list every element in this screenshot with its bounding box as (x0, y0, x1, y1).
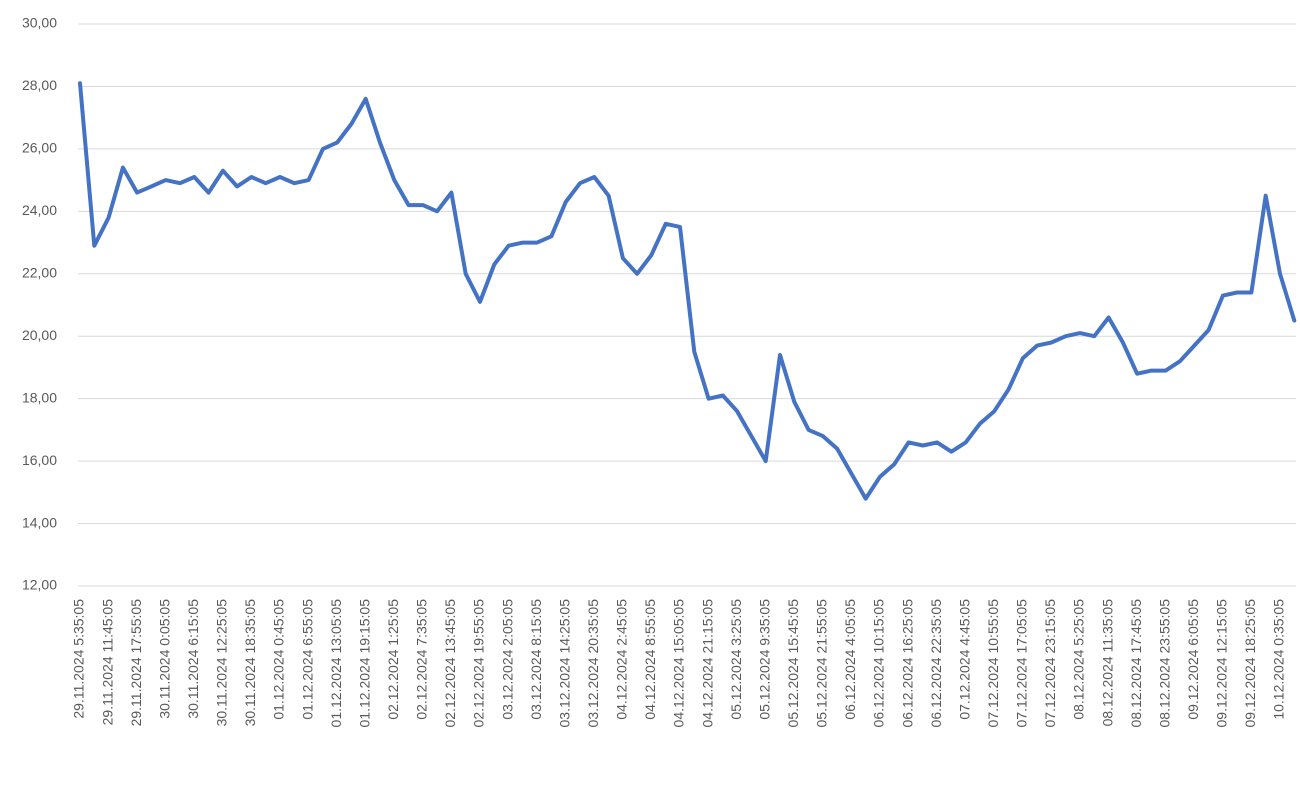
x-tick-label: 02.12.2024 7:35:05 (414, 599, 430, 720)
x-tick-label: 05.12.2024 15:45:05 (785, 599, 801, 728)
y-tick-label: 14,00 (22, 514, 57, 530)
x-tick-label: 07.12.2024 23:15:05 (1042, 599, 1058, 728)
x-tick-label: 01.12.2024 19:15:05 (356, 599, 372, 728)
x-tick-label: 29.11.2024 11:45:05 (99, 599, 115, 726)
x-tick-label: 03.12.2024 2:05:05 (499, 599, 515, 720)
x-tick-label: 06.12.2024 22:35:05 (928, 599, 944, 728)
x-tick-label: 03.12.2024 14:25:05 (556, 599, 572, 728)
x-tick-label: 29.11.2024 5:35:05 (71, 599, 87, 719)
x-tick-label: 09.12.2024 6:05:05 (1185, 599, 1201, 720)
x-tick-label: 09.12.2024 18:25:05 (1242, 599, 1258, 728)
x-tick-label: 03.12.2024 8:15:05 (528, 599, 544, 720)
y-tick-label: 26,00 (22, 140, 57, 156)
x-tick-label: 08.12.2024 23:55:05 (1156, 599, 1172, 728)
y-tick-label: 20,00 (22, 327, 57, 343)
x-tick-label: 02.12.2024 1:25:05 (385, 599, 401, 720)
x-tick-label: 05.12.2024 9:35:05 (756, 599, 772, 720)
y-tick-label: 22,00 (22, 264, 57, 280)
x-tick-label: 09.12.2024 12:15:05 (1214, 599, 1230, 728)
x-tick-label: 08.12.2024 11:35:05 (1099, 599, 1115, 727)
x-tick-label: 08.12.2024 5:25:05 (1071, 599, 1087, 720)
x-tick-label: 05.12.2024 3:25:05 (728, 599, 744, 720)
x-tick-label: 30.11.2024 6:15:05 (185, 599, 201, 719)
x-tick-label: 06.12.2024 4:05:05 (842, 599, 858, 720)
y-tick-label: 18,00 (22, 389, 57, 405)
x-tick-label: 29.11.2024 17:55:05 (128, 599, 144, 727)
x-tick-label: 30.11.2024 18:35:05 (242, 599, 258, 727)
x-tick-label: 08.12.2024 17:45:05 (1128, 599, 1144, 728)
x-tick-label: 07.12.2024 4:45:05 (956, 599, 972, 720)
x-tick-label: 01.12.2024 6:55:05 (299, 599, 315, 720)
x-tick-label: 04.12.2024 8:55:05 (642, 599, 658, 720)
data-line (78, 81, 1297, 501)
x-tick-label: 03.12.2024 20:35:05 (585, 599, 601, 728)
x-tick-label: 10.12.2024 0:35:05 (1271, 599, 1287, 720)
x-tick-label: 07.12.2024 10:55:05 (985, 599, 1001, 728)
x-tick-label: 01.12.2024 0:45:05 (271, 599, 287, 720)
x-tick-label: 04.12.2024 15:05:05 (671, 599, 687, 728)
y-tick-label: 30,00 (22, 15, 57, 31)
x-tick-label: 04.12.2024 21:15:05 (699, 599, 715, 728)
x-tick-label: 01.12.2024 13:05:05 (328, 599, 344, 728)
x-tick-label: 04.12.2024 2:45:05 (614, 599, 630, 720)
x-tick-label: 07.12.2024 17:05:05 (1014, 599, 1030, 728)
y-tick-label: 12,00 (22, 577, 57, 593)
x-tick-label: 30.11.2024 0:05:05 (156, 599, 172, 719)
x-tick-label: 02.12.2024 13:45:05 (442, 599, 458, 728)
x-tick-label: 06.12.2024 16:25:05 (899, 599, 915, 728)
y-tick-label: 16,00 (22, 452, 57, 468)
y-tick-label: 24,00 (22, 202, 57, 218)
y-tick-label: 28,00 (22, 77, 57, 93)
x-tick-label: 30.11.2024 12:25:05 (214, 599, 230, 727)
x-tick-label: 02.12.2024 19:55:05 (471, 599, 487, 728)
x-tick-label: 05.12.2024 21:55:05 (814, 599, 830, 728)
x-tick-label: 06.12.2024 10:15:05 (871, 599, 887, 728)
